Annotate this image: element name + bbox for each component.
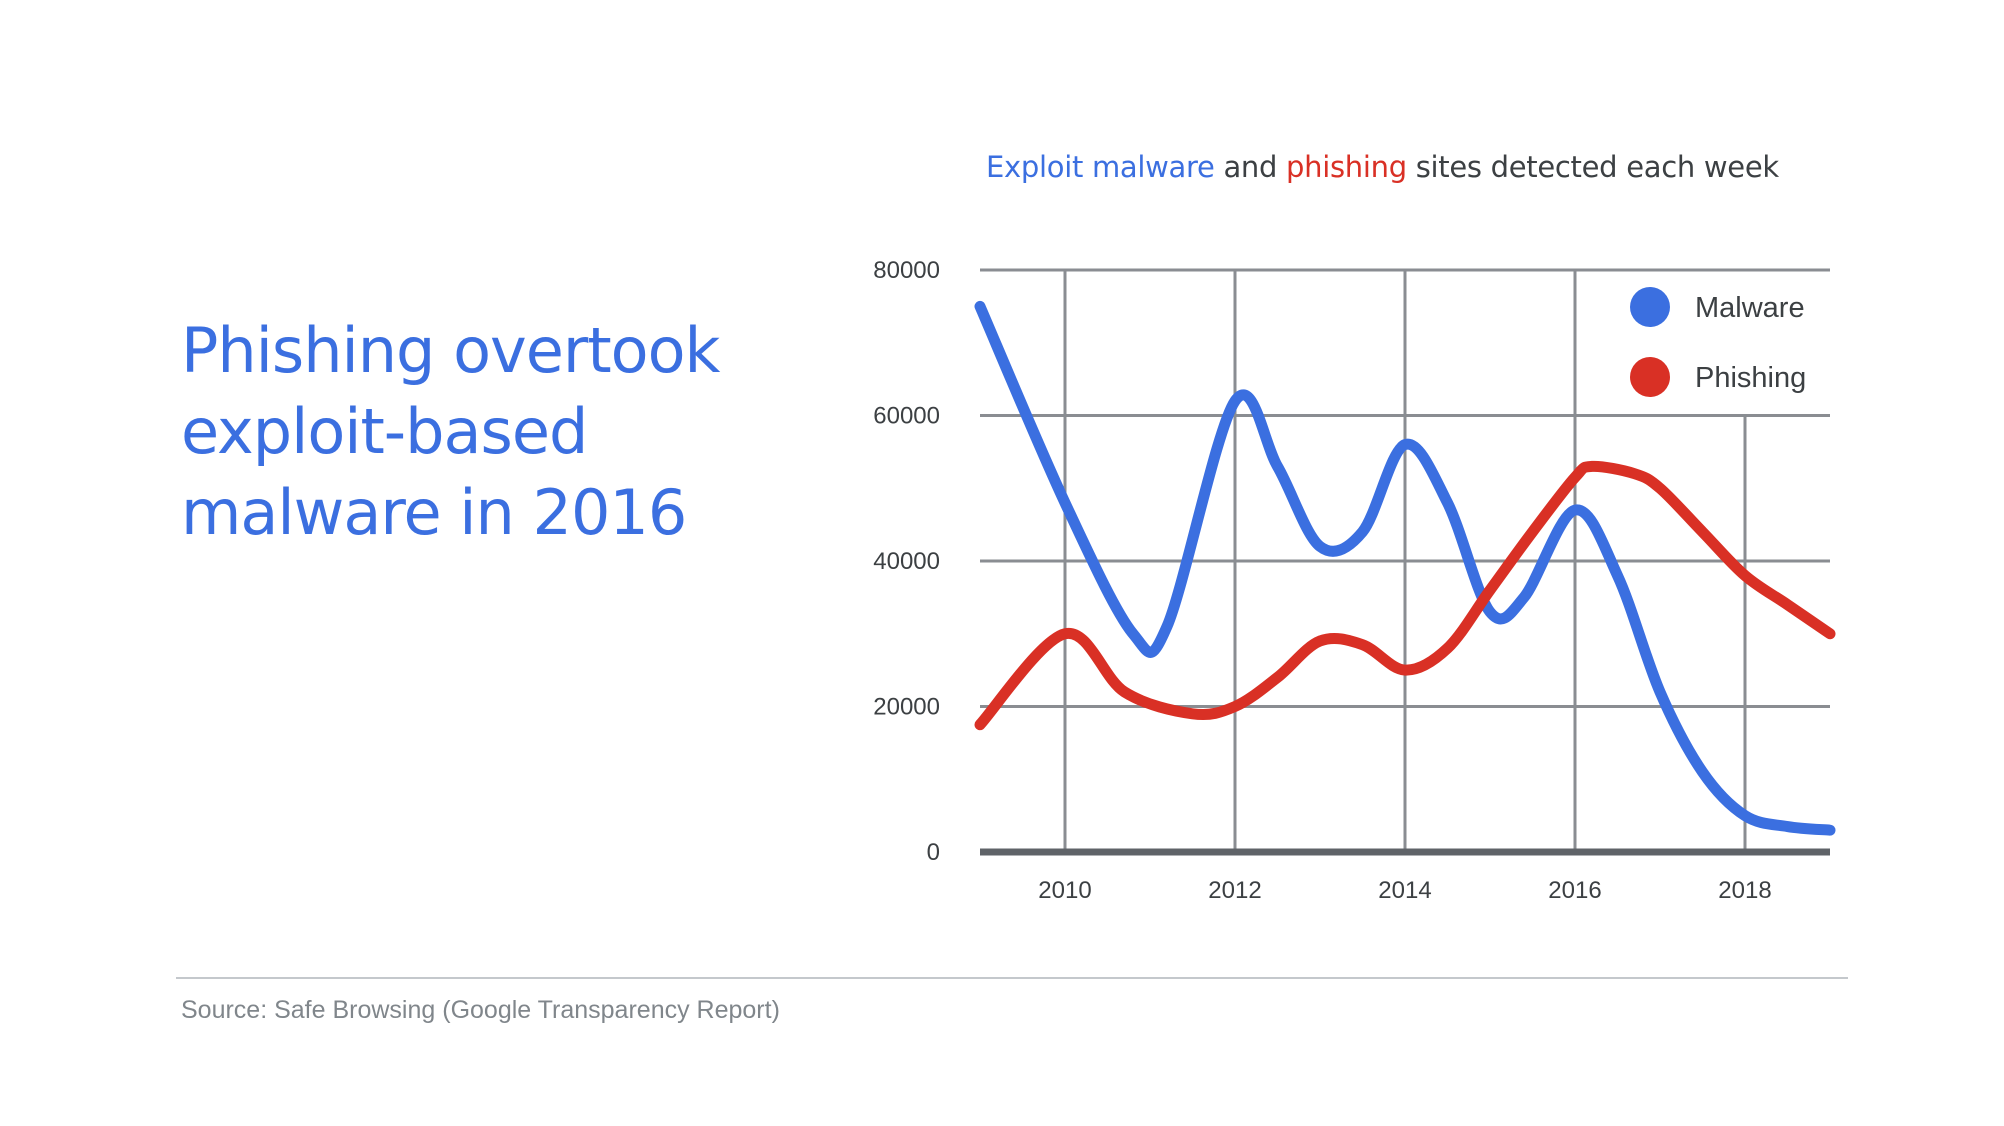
y-tick-label: 80000 — [873, 257, 940, 284]
legend-label-malware: Malware — [1695, 292, 1805, 324]
headline-line-2: exploit-based — [181, 395, 588, 468]
y-tick-label: 0 — [927, 839, 940, 866]
headline-line-1: Phishing overtook — [181, 314, 720, 387]
legend-label-phishing: Phishing — [1695, 362, 1806, 394]
footer-divider — [176, 977, 1848, 979]
legend-marker-malware — [1630, 287, 1670, 327]
headline: Phishing overtook exploit-based malware … — [181, 310, 821, 553]
chart-title: Exploit malware and phishing sites detec… — [986, 150, 1779, 184]
chart-title-rest: sites detected each week — [1406, 150, 1779, 184]
chart-series — [974, 300, 1836, 836]
y-tick-label: 20000 — [873, 694, 940, 721]
y-tick-label: 40000 — [873, 548, 940, 575]
source-note: Source: Safe Browsing (Google Transparen… — [181, 996, 780, 1024]
x-tick-label: 2016 — [1548, 877, 1601, 904]
chart-legend: Malware Phishing — [1630, 287, 1806, 397]
chart-title-phishing: phishing — [1286, 150, 1407, 184]
y-tick-label: 60000 — [873, 403, 940, 430]
x-tick-label: 2018 — [1718, 877, 1771, 904]
x-tick-label: 2010 — [1038, 877, 1091, 904]
x-tick-label: 2012 — [1208, 877, 1261, 904]
chart-grid — [980, 268, 1830, 852]
chart-title-malware: Exploit malware — [986, 150, 1215, 184]
legend-marker-phishing — [1630, 357, 1670, 397]
chart-title-and: and — [1214, 150, 1287, 184]
chart-axes: 0 20000 40000 60000 80000 2010 2012 2014 2016 201… — [873, 257, 1830, 904]
series-line-phishing — [974, 460, 1836, 731]
series-line-malware — [974, 300, 1836, 836]
headline-line-3: malware in 2016 — [181, 476, 687, 549]
x-tick-label: 2014 — [1378, 877, 1431, 904]
